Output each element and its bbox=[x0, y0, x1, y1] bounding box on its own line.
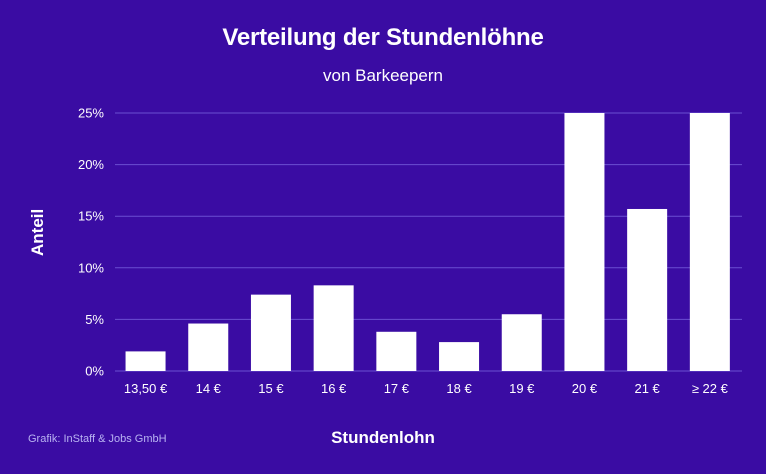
y-tick-label: 20% bbox=[78, 157, 104, 172]
x-tick-label: 15 € bbox=[258, 381, 284, 396]
x-tick-label: 16 € bbox=[321, 381, 347, 396]
chart-subtitle: von Barkeepern bbox=[322, 66, 444, 85]
bar bbox=[313, 285, 354, 371]
bar bbox=[125, 351, 166, 371]
x-tick-label: 20 € bbox=[572, 381, 598, 396]
y-tick-labels: 0% 5% 10% 15% 20% 25% bbox=[78, 106, 104, 379]
x-axis-label: Stundenlohn bbox=[331, 428, 435, 447]
y-tick-label: 25% bbox=[78, 106, 104, 121]
bar bbox=[501, 314, 542, 371]
bar bbox=[439, 342, 480, 371]
bar bbox=[188, 323, 229, 371]
bar bbox=[564, 113, 605, 371]
y-tick-label: 15% bbox=[78, 209, 104, 224]
x-tick-label: ≥ 22 € bbox=[692, 381, 729, 396]
x-tick-labels: 13,50 € 14 € 15 € 16 € 17 € 18 € 19 € 20 € 21 € ≥… bbox=[124, 381, 729, 396]
y-tick-label: 5% bbox=[85, 312, 104, 327]
x-tick-label: 19 € bbox=[509, 381, 535, 396]
x-tick-label: 17 € bbox=[384, 381, 410, 396]
x-tick-label: 13,50 € bbox=[124, 381, 168, 396]
chart-title: Verteilung der Stundenlöhne bbox=[222, 24, 544, 51]
x-tick-label: 21 € bbox=[634, 381, 660, 396]
x-tick-label: 14 € bbox=[196, 381, 222, 396]
credit-text: Grafik: InStaff & Jobs GmbH bbox=[28, 433, 167, 445]
bar bbox=[627, 208, 668, 371]
bars bbox=[125, 113, 730, 371]
bar bbox=[250, 294, 291, 371]
bar bbox=[376, 331, 417, 371]
x-tick-label: 18 € bbox=[446, 381, 472, 396]
bar bbox=[689, 113, 730, 371]
y-tick-label: 10% bbox=[78, 260, 104, 275]
y-tick-label: 0% bbox=[85, 364, 104, 379]
